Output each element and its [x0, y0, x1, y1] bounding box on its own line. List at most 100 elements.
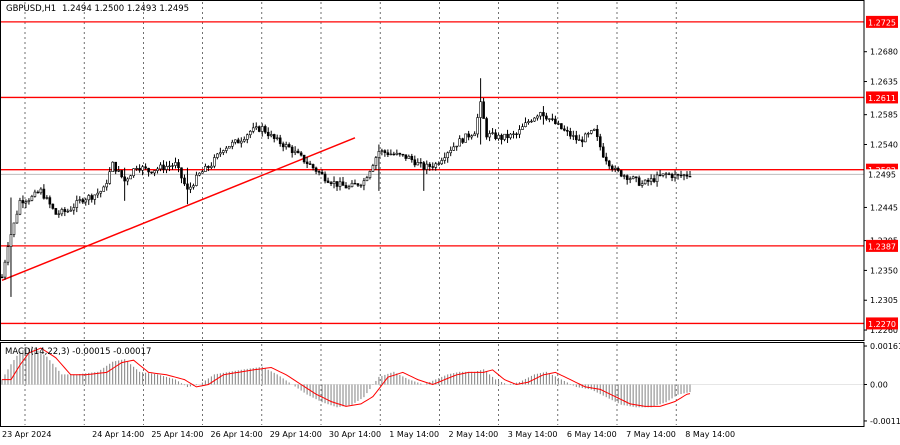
candle-body [471, 136, 473, 137]
candle-body [342, 182, 344, 186]
candle-body [501, 135, 503, 139]
candle-body [453, 147, 455, 151]
candle-body [492, 133, 494, 134]
current-price-tag-label: 1.2495 [868, 170, 896, 179]
candle-body [375, 158, 377, 166]
candle-body [686, 175, 688, 176]
candle-body [357, 184, 359, 186]
candle-body [160, 165, 162, 169]
candle-body [516, 134, 518, 135]
candle-body [513, 134, 515, 135]
candle-body [417, 162, 419, 165]
candle-body [587, 133, 589, 134]
candle-body [387, 153, 389, 155]
candle-body [542, 112, 544, 116]
x-tick-label: 25 Apr 14:00 [151, 430, 203, 439]
candle-body [572, 136, 574, 137]
candle-body [456, 146, 458, 147]
x-tick-label: 26 Apr 14:00 [211, 430, 263, 439]
candle-body [399, 153, 401, 154]
candle-body [258, 127, 260, 132]
y-tick-label: 1.2680 [870, 48, 898, 57]
x-tick-label: 1 May 14:00 [389, 430, 439, 439]
candle-body [677, 174, 679, 175]
candle-body [474, 134, 476, 136]
candle-body [605, 157, 607, 161]
candle-body [644, 180, 646, 184]
candle-body [602, 147, 604, 157]
candle-body [124, 177, 126, 181]
candle-body [189, 187, 191, 189]
candle-body [507, 134, 509, 138]
candle-body [267, 132, 269, 136]
candle-body [489, 133, 491, 137]
candle-body [426, 164, 428, 169]
candle-body [291, 147, 293, 153]
level-tag-label: 1.2725 [868, 18, 896, 27]
candle-body [384, 151, 386, 153]
candle-body [73, 208, 75, 211]
candle-body [25, 202, 27, 203]
candle-body [441, 160, 443, 163]
x-tick-label: 3 May 14:00 [508, 430, 558, 439]
candle-body [285, 144, 287, 146]
candle-body [480, 102, 482, 118]
candle-body [192, 186, 194, 188]
candle-body [46, 198, 48, 199]
candle-body [641, 184, 643, 186]
candle-body [414, 160, 416, 165]
x-tick-label: 23 Apr 2024 [2, 430, 51, 439]
candle-body [183, 178, 185, 184]
candle-body [450, 150, 452, 152]
candle-body [270, 134, 272, 135]
candle-body [204, 166, 206, 171]
macd-y-tick-label: -0.00114 [870, 417, 900, 426]
candle-body [213, 158, 215, 167]
x-tick-label: 6 May 14:00 [567, 430, 617, 439]
candle-body [201, 172, 203, 173]
candle-body [596, 129, 598, 136]
candle-body [88, 195, 90, 199]
candle-body [154, 171, 156, 173]
candle-body [294, 151, 296, 153]
candle-body [336, 181, 338, 186]
candle-body [61, 209, 63, 213]
candle-body [539, 112, 541, 116]
candle-body [551, 119, 553, 120]
candle-body [366, 178, 368, 181]
x-tick-label: 8 May 14:00 [685, 430, 735, 439]
candle-body [647, 180, 649, 181]
candle-body [674, 174, 676, 177]
candle-body [115, 162, 117, 171]
candle-body [462, 139, 464, 143]
candle-body [297, 151, 299, 153]
candle-body [626, 176, 628, 180]
x-tick-label: 2 May 14:00 [449, 430, 499, 439]
candle-body [13, 223, 15, 235]
candle-body [157, 169, 159, 171]
y-tick-label: 1.2635 [870, 78, 898, 87]
candle-body [617, 168, 619, 170]
candle-body [420, 162, 422, 163]
candle-body [1, 277, 3, 278]
candle-body [662, 174, 664, 176]
candle-body [680, 175, 682, 176]
candle-body [303, 155, 305, 162]
candle-body [166, 166, 168, 169]
candle-body [70, 210, 72, 211]
candle-body [665, 174, 667, 175]
candle-body [22, 200, 24, 203]
candle-body [477, 118, 479, 134]
candle-body [408, 156, 410, 158]
candle-body [363, 181, 365, 185]
candle-body [151, 172, 153, 173]
candle-body [611, 166, 613, 169]
candle-body [55, 208, 57, 214]
y-tick-label: 1.2305 [870, 296, 898, 305]
candle-body [195, 175, 197, 185]
candle-body [351, 183, 353, 186]
candle-body [354, 183, 356, 184]
candle-body [40, 189, 42, 193]
